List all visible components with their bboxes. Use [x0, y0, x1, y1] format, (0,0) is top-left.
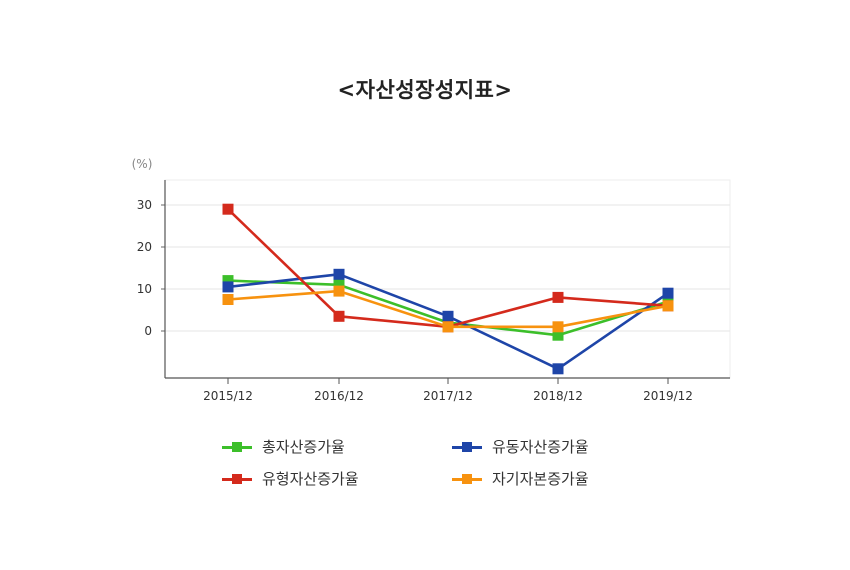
legend-item-equity[interactable]: 자기자본증가율: [452, 468, 589, 489]
data-point-s1-3: [552, 363, 564, 375]
legend-label: 총자산증가율: [262, 438, 345, 456]
legend-swatch-icon: [452, 440, 482, 454]
legend-item-tangible-assets[interactable]: 유형자산증가율: [222, 468, 359, 489]
axes: 0 10 20 30 (%) 2015/12 2016/12 2017/12 2018/12 20…: [132, 157, 730, 403]
y-tick-label: 20: [137, 240, 152, 254]
data-point-s2-0: [222, 203, 234, 215]
y-tick-label: 10: [137, 282, 152, 296]
data-point-s3-0: [222, 294, 234, 305]
y-tick-label: 0: [144, 324, 152, 338]
data-point-s3-1: [333, 285, 345, 297]
legend-label: 유형자산증가율: [262, 470, 359, 488]
x-tick-label: 2018/12: [533, 389, 583, 403]
series-layer: [222, 203, 674, 375]
grid: [164, 179, 731, 379]
data-point-s0-1: [333, 279, 345, 291]
legend-item-total-assets[interactable]: 총자산증가율: [222, 436, 345, 457]
legend-swatch-icon: [452, 472, 482, 486]
data-point-s2-3: [552, 291, 564, 303]
legend-label: 유동자산증가율: [492, 438, 589, 456]
data-point-s1-2: [442, 310, 454, 322]
data-point-s2-1: [333, 310, 345, 322]
x-tick-label: 2017/12: [423, 389, 473, 403]
x-tick-label: 2015/12: [203, 389, 253, 403]
data-point-s1-0: [222, 281, 234, 293]
legend-label: 자기자본증가율: [492, 470, 589, 488]
data-point-s3-3: [552, 321, 564, 333]
y-unit-label: (%): [132, 157, 153, 171]
chart-title: <자산성장성지표>: [337, 78, 513, 102]
data-point-s3-2: [442, 321, 454, 333]
legend-swatch-icon: [222, 440, 252, 454]
data-point-s0-0: [222, 275, 234, 287]
y-tick-label: 30: [137, 198, 152, 212]
legend-swatch-icon: [222, 472, 252, 486]
plot-frame: [164, 179, 731, 379]
data-point-s1-1: [333, 268, 345, 280]
data-point-s0-3: [552, 329, 564, 341]
data-point-s3-4: [662, 300, 674, 312]
x-tick-label: 2016/12: [314, 389, 364, 403]
legend-item-current-assets[interactable]: 유동자산증가율: [452, 436, 589, 457]
chart-card: [80, 28, 770, 518]
series-line-2: [227, 208, 669, 329]
data-point-s1-4: [662, 287, 674, 299]
x-tick-label: 2019/12: [643, 389, 693, 403]
